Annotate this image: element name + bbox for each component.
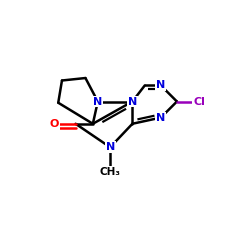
Text: N: N — [106, 142, 115, 152]
Text: N: N — [93, 96, 102, 106]
Text: Cl: Cl — [193, 96, 205, 106]
Text: N: N — [128, 96, 137, 106]
Text: N: N — [156, 80, 166, 90]
Text: CH₃: CH₃ — [100, 167, 121, 177]
Text: N: N — [156, 112, 166, 122]
Text: O: O — [50, 119, 59, 129]
